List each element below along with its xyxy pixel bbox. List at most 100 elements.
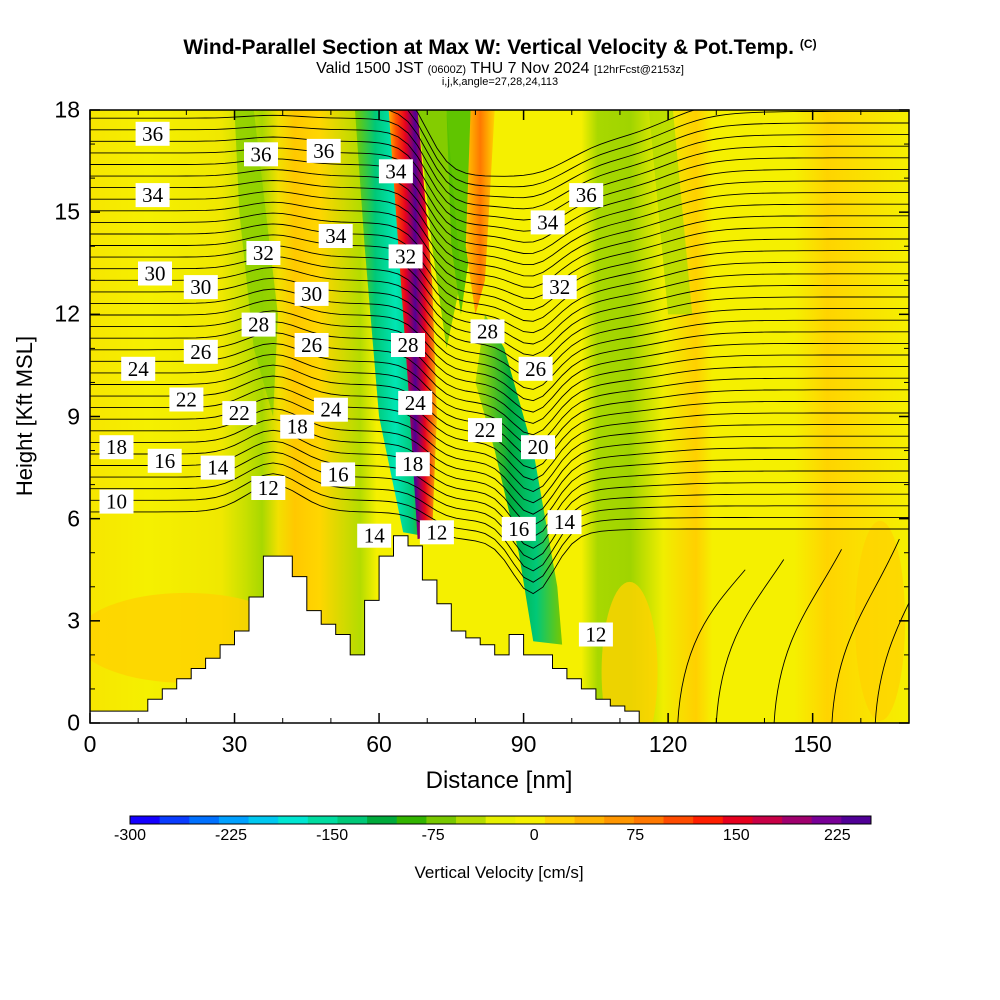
contour-label-box xyxy=(378,159,413,184)
contour-label: 24 xyxy=(313,397,348,422)
contour-label-text: 24 xyxy=(128,357,150,381)
y-tick-label: 0 xyxy=(67,709,80,736)
contour-label: 24 xyxy=(398,390,433,415)
contour-label-box xyxy=(99,489,134,514)
colorbar-tick-label: -150 xyxy=(316,827,349,844)
contour-label: 30 xyxy=(183,275,218,300)
contour-label-text: 36 xyxy=(251,142,272,166)
colorbar-swatch xyxy=(663,816,694,824)
contour-label: 12 xyxy=(578,622,613,647)
contour-label-text: 28 xyxy=(398,333,419,357)
contour-label: 16 xyxy=(321,462,356,487)
chart-title: Wind-Parallel Section at Max W: Vertical… xyxy=(183,36,817,59)
theta-contour xyxy=(90,310,909,413)
contour-label-box xyxy=(357,523,392,548)
contour-label-text: 12 xyxy=(258,476,279,500)
downdraft-lee-upper xyxy=(446,110,476,315)
x-tick-label: 0 xyxy=(83,731,97,757)
contour-label-text: 12 xyxy=(585,623,606,647)
valid-utc: (0600Z) xyxy=(427,64,467,76)
contour-label: 10 xyxy=(99,489,134,514)
theta-contour xyxy=(406,110,909,188)
copyright-mark: (C) xyxy=(799,37,817,51)
colorbar-swatch xyxy=(248,816,279,824)
contour-label: 22 xyxy=(468,418,502,443)
contour-label-text: 32 xyxy=(253,241,274,265)
contour-label: 28 xyxy=(391,333,425,357)
downdraft-lee xyxy=(475,314,563,645)
contour-label-text: 10 xyxy=(106,490,127,514)
contour-label-box xyxy=(521,435,555,460)
contour-label-text: 22 xyxy=(229,401,250,425)
x-axis-label: Distance [nm] xyxy=(425,767,573,794)
theta-contour xyxy=(90,277,909,379)
contour-label: 26 xyxy=(518,356,553,381)
contour-label: 30 xyxy=(294,281,329,306)
contour-label-text: 26 xyxy=(525,357,546,381)
contour-label-box xyxy=(578,622,613,647)
contour-label-text: 28 xyxy=(248,313,269,337)
theta-contour xyxy=(831,538,900,723)
field-patch xyxy=(601,581,658,723)
contour-label: 18 xyxy=(280,414,315,439)
contour-label: 14 xyxy=(547,510,582,535)
contour-label-text: 14 xyxy=(207,456,229,480)
theta-contour xyxy=(715,559,785,723)
theta-contour xyxy=(90,190,909,288)
x-tick-label: 120 xyxy=(648,731,688,757)
contour-label: 12 xyxy=(251,476,286,500)
contour-label-text: 34 xyxy=(325,224,347,248)
contour-label: 36 xyxy=(244,142,278,167)
contour-label: 34 xyxy=(530,210,565,235)
colorbar-swatch xyxy=(426,816,457,824)
x-tick-label: 60 xyxy=(366,731,392,757)
contour-label-text: 24 xyxy=(320,398,342,422)
colorbar-tick-label: 225 xyxy=(823,827,851,844)
contour-label-box xyxy=(294,333,329,357)
x-tick-label: 90 xyxy=(510,731,537,757)
contour-label-text: 18 xyxy=(287,415,308,439)
colorbar-tick-label: -75 xyxy=(421,827,445,844)
colorbar-label: Vertical Velocity [cm/s] xyxy=(414,863,584,882)
contour-label-text: 36 xyxy=(313,139,334,163)
theta-contour xyxy=(90,169,909,266)
contour-label-box xyxy=(318,224,353,248)
contour-label-box xyxy=(501,516,536,541)
x-tick-label: 30 xyxy=(221,731,248,757)
theta-contour xyxy=(90,125,909,221)
contour-label-text: 30 xyxy=(190,275,211,299)
theta-contour xyxy=(874,601,909,723)
y-axis-label: Height [Kft MSL] xyxy=(12,335,37,497)
contour-label-box xyxy=(183,275,218,300)
theta-contour xyxy=(90,408,909,515)
theta-contour xyxy=(90,136,909,232)
theta-contour xyxy=(90,375,909,481)
contour-label-text: 18 xyxy=(402,452,423,476)
theta-contour xyxy=(773,549,842,723)
colorbar-swatch xyxy=(544,816,576,824)
theta-contour xyxy=(90,364,909,470)
colorbar-tick-label: -300 xyxy=(113,827,147,844)
valid-date: THU 7 Nov 2024 xyxy=(470,60,590,77)
colorbar-swatch xyxy=(752,816,783,824)
theta-contour xyxy=(90,212,909,311)
contour-label: 26 xyxy=(294,333,329,357)
contour-label-text: 30 xyxy=(145,262,166,286)
theta-contour xyxy=(90,288,909,390)
contour-label: 36 xyxy=(135,121,170,146)
y-tick-label: 15 xyxy=(54,198,80,225)
contour-label: 16 xyxy=(501,516,536,541)
contour-labels: 36 34 30 30 24 26 22 22 18 16 14 12 10 36 32 28 36 34 30 26… xyxy=(99,121,613,647)
colorbar-swatch xyxy=(693,816,724,824)
colorbar-swatch xyxy=(130,816,161,824)
colorbar-frame xyxy=(129,815,872,825)
axes xyxy=(89,109,910,724)
chart-subtitle: Valid 1500 JST (0600Z) THU 7 Nov 2024 [1… xyxy=(0,60,1000,78)
colorbar-swatch xyxy=(189,816,220,824)
y-tick-label: 12 xyxy=(54,300,80,327)
colorbar-swatch xyxy=(337,816,368,824)
contour-label-box xyxy=(306,138,341,163)
contour-label: 14 xyxy=(200,455,235,480)
colorbar-swatch xyxy=(515,816,546,824)
contour-label: 30 xyxy=(138,261,172,286)
